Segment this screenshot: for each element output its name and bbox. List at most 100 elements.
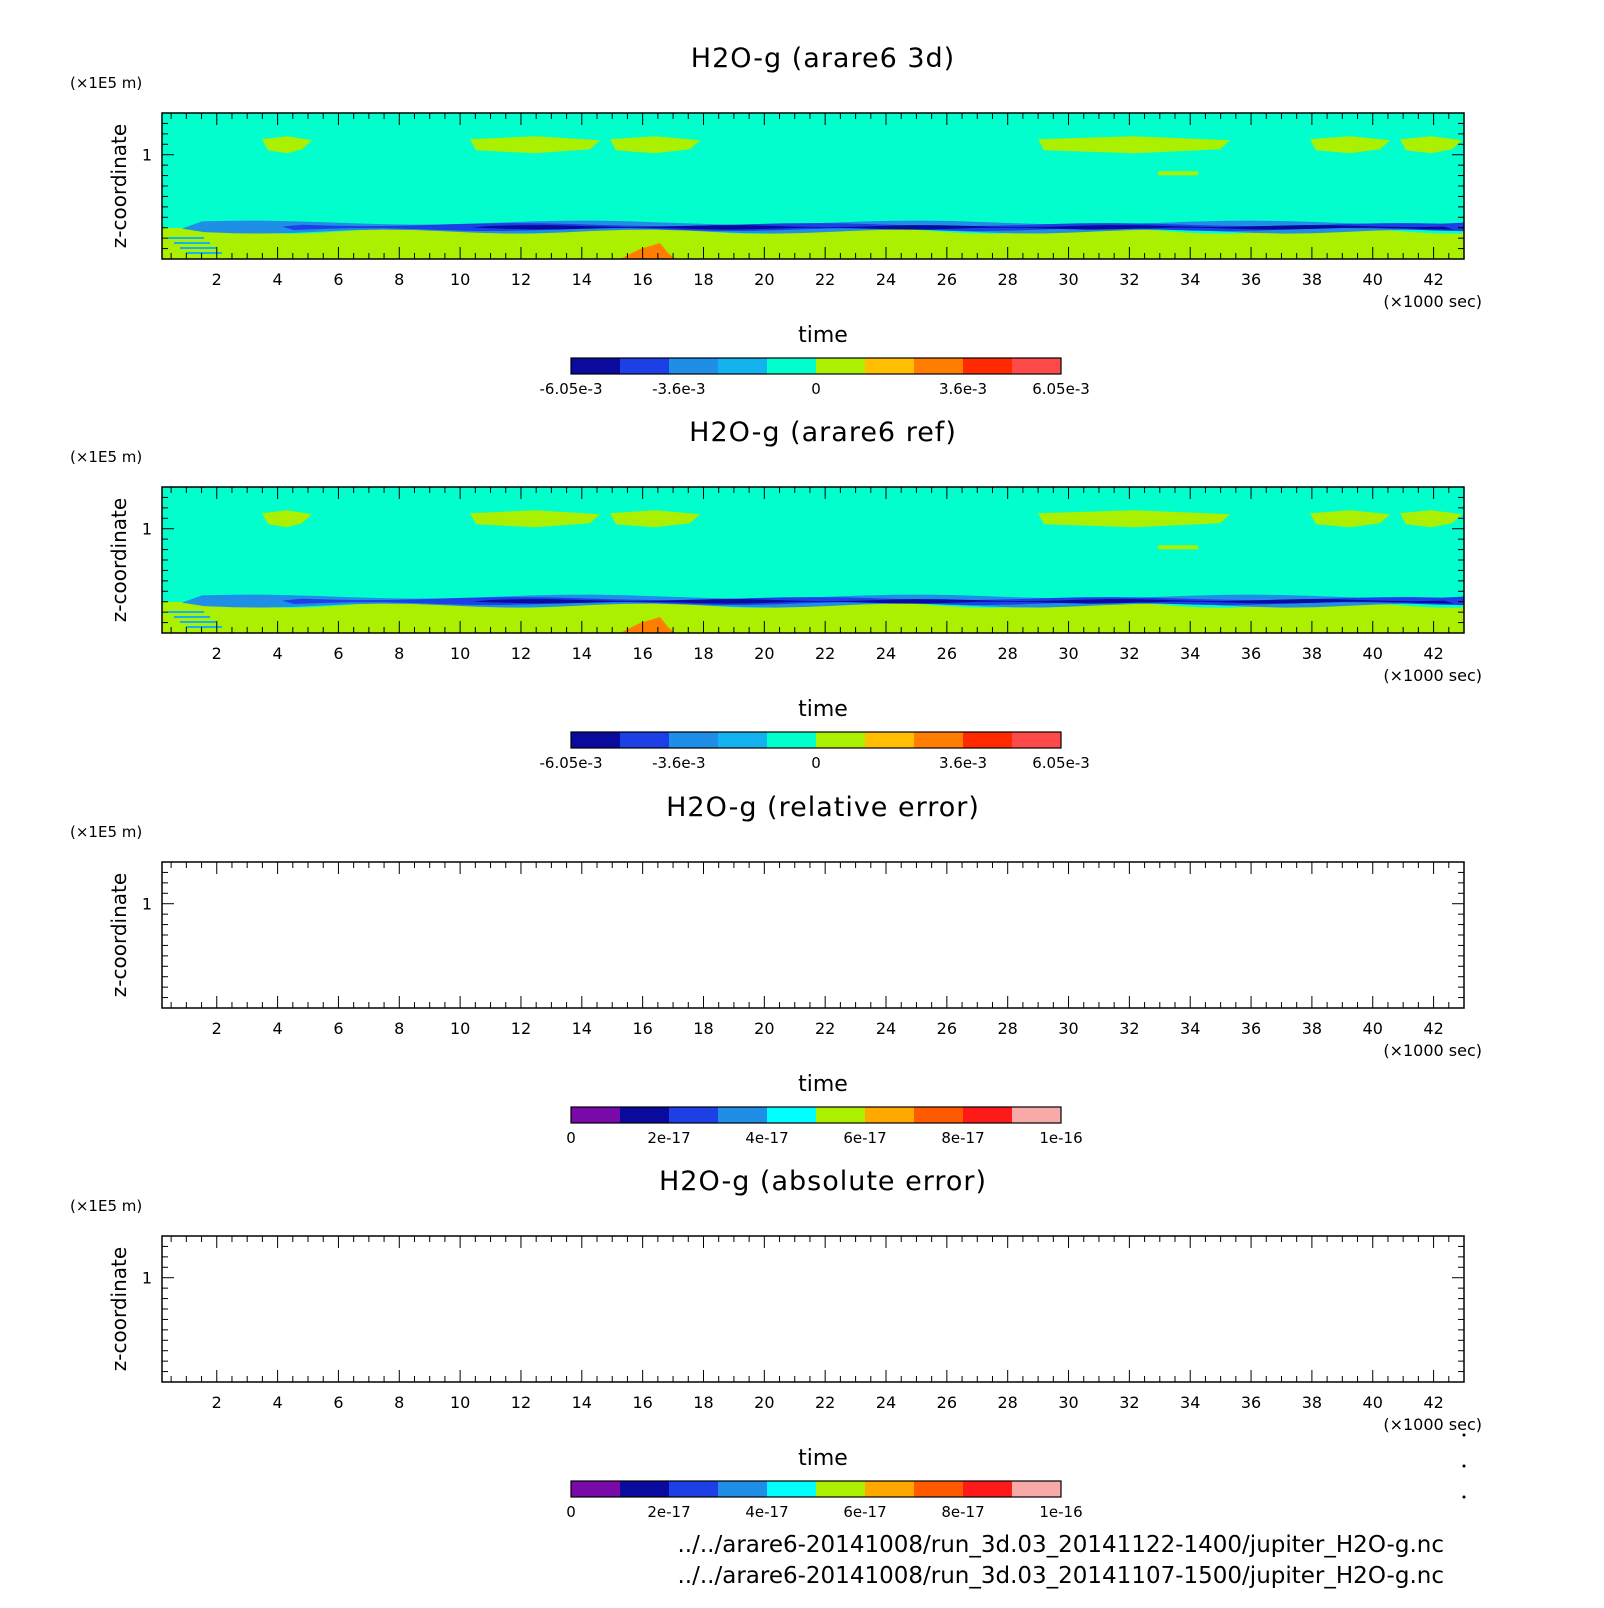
colorbar-swatch [669, 358, 719, 374]
margin-dot [1462, 1495, 1466, 1499]
x-tick-label: 2 [212, 1393, 222, 1412]
x-tick-label: 16 [632, 270, 652, 289]
lower-left-patch [186, 252, 222, 254]
x-tick-label: 18 [693, 1393, 713, 1412]
x-tick-label: 10 [450, 270, 470, 289]
colorbar-label: -3.6e-3 [652, 380, 705, 398]
x-tick-label: 12 [511, 270, 531, 289]
upper-band-patch [262, 510, 312, 528]
x-tick-label: 24 [876, 644, 896, 663]
colorbar-swatch [767, 732, 817, 748]
colorbar-swatch [620, 1107, 670, 1123]
colorbar-swatch [767, 1107, 817, 1123]
x-tick-label: 16 [632, 644, 652, 663]
upper-band-patch [610, 136, 700, 154]
colorbar-swatch [963, 1481, 1013, 1497]
upper-band-patch [1400, 136, 1462, 154]
colorbar-label: 1e-16 [1039, 1129, 1082, 1147]
colorbar-swatch [963, 358, 1013, 374]
colorbar-label: 6e-17 [843, 1503, 886, 1521]
chart-title: H2O-g (arare6 ref) [689, 417, 957, 448]
x-tick-label: 34 [1180, 1019, 1200, 1038]
x-tick-label: 20 [754, 1393, 774, 1412]
colorbar-swatch [718, 1481, 768, 1497]
colorbar-label: 3.6e-3 [939, 380, 987, 398]
x-tick-label: 30 [1058, 1393, 1078, 1412]
colorbar-label: 8e-17 [941, 1503, 984, 1521]
x-tick-label: 28 [998, 1393, 1018, 1412]
x-tick-label: 2 [212, 270, 222, 289]
colorbar-swatch [963, 732, 1013, 748]
y-axis-label: z-coordinate [107, 873, 131, 997]
colorbar-swatch [767, 358, 817, 374]
x-tick-label: 38 [1302, 644, 1322, 663]
x-axis-label: time [798, 1072, 848, 1097]
x-tick-label: 28 [998, 1019, 1018, 1038]
x-unit-label: (×1000 sec) [1383, 666, 1482, 685]
x-tick-label: 24 [876, 1019, 896, 1038]
x-tick-label: 22 [815, 644, 835, 663]
colorbar-swatch [718, 1107, 768, 1123]
colorbar-swatch [1012, 1107, 1062, 1123]
upper-band-patch [1158, 545, 1198, 550]
y-unit-label: (×1E5 m) [70, 823, 142, 841]
upper-band-patch [1400, 510, 1462, 528]
lower-left-patch [168, 611, 204, 613]
colorbar-swatch [816, 1107, 866, 1123]
colorbar-label: 4e-17 [745, 1129, 788, 1147]
lower-left-patch [168, 237, 204, 239]
colorbar-swatch [816, 358, 866, 374]
y-tick-label: 1 [142, 1269, 152, 1288]
x-tick-label: 8 [394, 1393, 404, 1412]
upper-band-patch [470, 136, 600, 154]
x-tick-label: 18 [693, 1019, 713, 1038]
colorbar-swatch [865, 1107, 915, 1123]
x-tick-label: 10 [450, 1019, 470, 1038]
chart-title: H2O-g (absolute error) [659, 1166, 987, 1197]
y-unit-label: (×1E5 m) [70, 1197, 142, 1215]
y-axis-label: z-coordinate [107, 1247, 131, 1371]
x-tick-label: 20 [754, 644, 774, 663]
x-tick-label: 4 [273, 1019, 283, 1038]
colorbar-label: 0 [811, 754, 821, 772]
colorbar-frame [570, 731, 1062, 749]
positive-anomaly [620, 617, 675, 633]
x-unit-label: (×1000 sec) [1383, 292, 1482, 311]
x-tick-label: 36 [1241, 270, 1261, 289]
colorbar-label: 1e-16 [1039, 1503, 1082, 1521]
x-tick-label: 18 [693, 270, 713, 289]
colorbar-swatch [571, 1481, 621, 1497]
x-tick-label: 6 [333, 270, 343, 289]
colorbar-swatch [767, 1481, 817, 1497]
colorbar-swatch [914, 1107, 964, 1123]
colorbar-label: 3.6e-3 [939, 754, 987, 772]
x-tick-label: 26 [937, 1019, 957, 1038]
colorbar-swatch [718, 358, 768, 374]
x-tick-label: 40 [1363, 270, 1383, 289]
x-tick-label: 4 [273, 644, 283, 663]
x-axis-label: time [798, 697, 848, 722]
colorbar-label: 4e-17 [745, 1503, 788, 1521]
upper-band-patch [470, 510, 600, 528]
footer-file-1: ../../arare6-20141008/run_3d.03_20141122… [677, 1532, 1445, 1558]
x-tick-label: 28 [998, 644, 1018, 663]
x-tick-label: 20 [754, 270, 774, 289]
chart-panel-4: H2O-g (absolute error) (×1E5 m) z-coordina… [70, 1166, 1482, 1521]
colorbar-swatch [620, 732, 670, 748]
x-tick-label: 34 [1180, 270, 1200, 289]
x-tick-label: 14 [572, 1019, 592, 1038]
plot-frame [161, 1235, 1465, 1383]
x-tick-label: 20 [754, 1019, 774, 1038]
lower-left-patch [180, 247, 216, 249]
colorbar-swatch [669, 1481, 719, 1497]
x-tick-label: 16 [632, 1019, 652, 1038]
upper-band-patch [610, 510, 700, 528]
x-tick-label: 6 [333, 644, 343, 663]
colorbar-swatch [718, 732, 768, 748]
colorbar-label: 0 [566, 1129, 576, 1147]
y-unit-label: (×1E5 m) [70, 74, 142, 92]
x-tick-label: 10 [450, 644, 470, 663]
colorbar-label: -3.6e-3 [652, 754, 705, 772]
